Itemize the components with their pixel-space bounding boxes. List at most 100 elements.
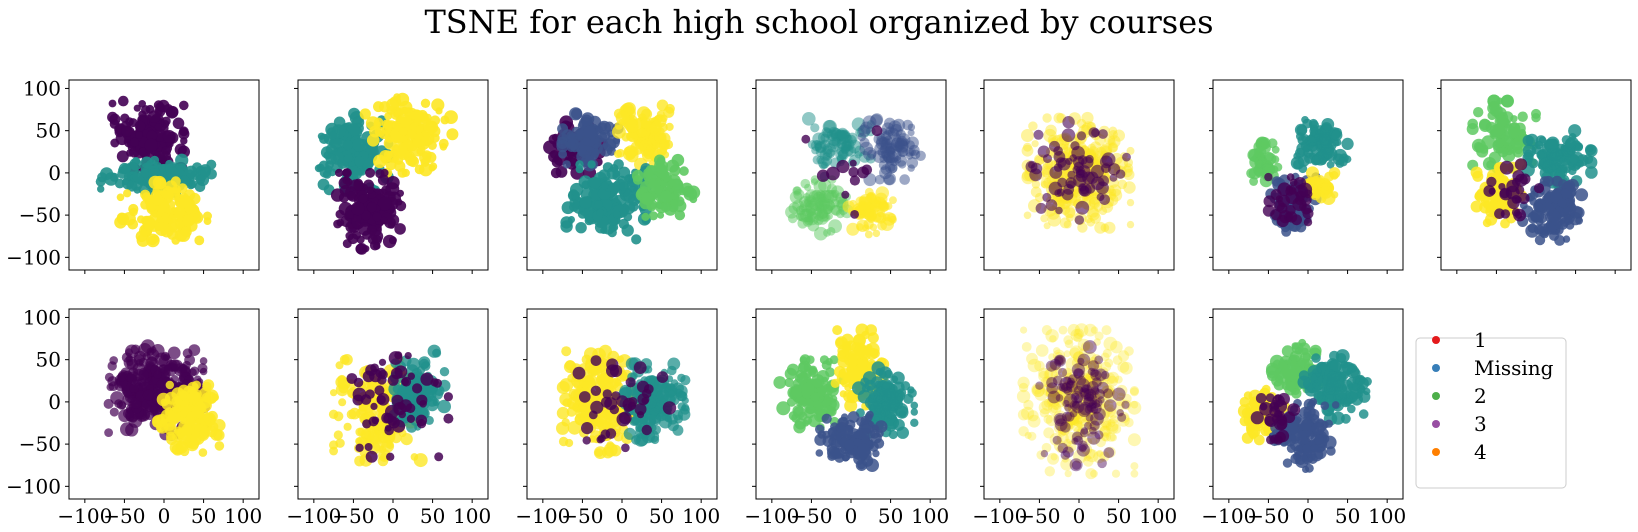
- x-tick-label: 50: [420, 504, 445, 528]
- scatter-point: [140, 156, 153, 169]
- scatter-point: [1107, 371, 1119, 384]
- scatter-point: [343, 153, 353, 163]
- scatter-point: [1073, 328, 1085, 340]
- scatter-point: [625, 119, 639, 133]
- scatter-point: [631, 169, 644, 182]
- scatter-point: [386, 452, 395, 461]
- scatter-point: [144, 138, 158, 152]
- scatter-point: [191, 429, 200, 438]
- scatter-point: [878, 366, 892, 380]
- scatter-point: [1072, 165, 1081, 174]
- scatter-point: [1087, 143, 1096, 152]
- x-tick-label: 0: [158, 504, 171, 528]
- scatter-point: [1108, 130, 1118, 140]
- scatter-point: [1533, 201, 1543, 212]
- scatter-point: [1074, 387, 1085, 397]
- scatter-point: [199, 166, 211, 178]
- scatter-point: [1099, 378, 1109, 388]
- scatter-point: [606, 358, 619, 371]
- scatter-point: [394, 223, 406, 235]
- scatter-point: [1105, 418, 1119, 432]
- scatter-point: [1568, 166, 1577, 176]
- scatter-point: [162, 206, 170, 215]
- scatter-point: [1093, 202, 1104, 212]
- scatter-point: [1085, 468, 1097, 480]
- scatter-point: [1086, 388, 1096, 398]
- scatter-point: [1090, 326, 1099, 334]
- scatter-point: [602, 162, 614, 173]
- scatter-point: [373, 242, 381, 250]
- scatter-point: [656, 371, 669, 383]
- scatter-point: [1302, 144, 1311, 152]
- scatter-point: [1498, 147, 1509, 158]
- scatter-point: [1064, 207, 1076, 219]
- scatter-point: [333, 411, 344, 422]
- scatter-point: [1072, 405, 1082, 414]
- scatter-point: [1090, 141, 1102, 153]
- scatter-point: [1107, 142, 1119, 153]
- scatter-point: [613, 210, 621, 219]
- scatter-point: [202, 381, 212, 392]
- scatter-point: [1086, 207, 1100, 221]
- scatter-point: [1059, 387, 1074, 402]
- scatter-point: [1051, 390, 1059, 399]
- scatter-point: [1060, 458, 1073, 471]
- scatter-point: [820, 189, 835, 203]
- scatter-point: [341, 354, 353, 366]
- scatter-point: [329, 446, 338, 456]
- scatter-point: [667, 365, 677, 376]
- scatter-point: [1522, 135, 1534, 146]
- scatter-point: [342, 139, 353, 150]
- scatter-point: [1098, 129, 1108, 139]
- scatter-point: [800, 208, 814, 223]
- scatter-point: [594, 200, 603, 209]
- scatter-point: [1067, 323, 1081, 337]
- scatter-point: [1060, 414, 1074, 429]
- scatter-point: [1031, 140, 1039, 148]
- scatter-point: [907, 388, 917, 398]
- scatter-point: [406, 414, 415, 423]
- scatter-point: [900, 381, 911, 391]
- scatter-point: [197, 398, 212, 413]
- scatter-point: [1040, 180, 1048, 189]
- scatter-point: [1049, 140, 1060, 152]
- scatter-point: [1023, 211, 1032, 220]
- scatter-point: [835, 209, 845, 219]
- scatter-point: [889, 196, 897, 205]
- scatter-point: [1100, 361, 1112, 372]
- scatter-point: [815, 424, 825, 435]
- scatter-point: [1091, 158, 1101, 167]
- scatter-point: [1078, 183, 1087, 192]
- scatter-point: [879, 166, 892, 180]
- scatter-point: [1501, 135, 1512, 146]
- scatter-point: [1560, 188, 1571, 199]
- scatter-point: [1330, 191, 1339, 199]
- scatter-point: [1021, 342, 1032, 352]
- scatter-point: [1063, 205, 1076, 218]
- scatter-point: [1083, 323, 1097, 337]
- scatter-point: [1117, 179, 1128, 190]
- scatter-point: [1041, 325, 1052, 336]
- scatter-point: [1070, 384, 1083, 396]
- scatter-point: [439, 367, 450, 377]
- scatter-points: [328, 344, 454, 468]
- scatter-point: [856, 443, 871, 458]
- scatter-point: [388, 351, 403, 365]
- scatter-point: [660, 201, 672, 213]
- scatter-point: [820, 133, 829, 143]
- scatter-point: [1033, 129, 1044, 140]
- scatter-point: [1045, 389, 1054, 398]
- scatter-point: [579, 196, 592, 209]
- scatter-point: [179, 446, 190, 457]
- scatter-point: [550, 167, 562, 179]
- scatter-point: [378, 129, 389, 140]
- scatter-point: [874, 412, 885, 423]
- scatter-point: [1045, 387, 1054, 396]
- scatter-point: [654, 187, 663, 196]
- scatter-point: [1101, 385, 1115, 399]
- scatter-point: [1512, 146, 1524, 158]
- scatter-points: [1016, 323, 1142, 480]
- scatter-point: [1564, 137, 1577, 150]
- scatter-point: [1474, 190, 1487, 202]
- scatter-point: [154, 222, 169, 237]
